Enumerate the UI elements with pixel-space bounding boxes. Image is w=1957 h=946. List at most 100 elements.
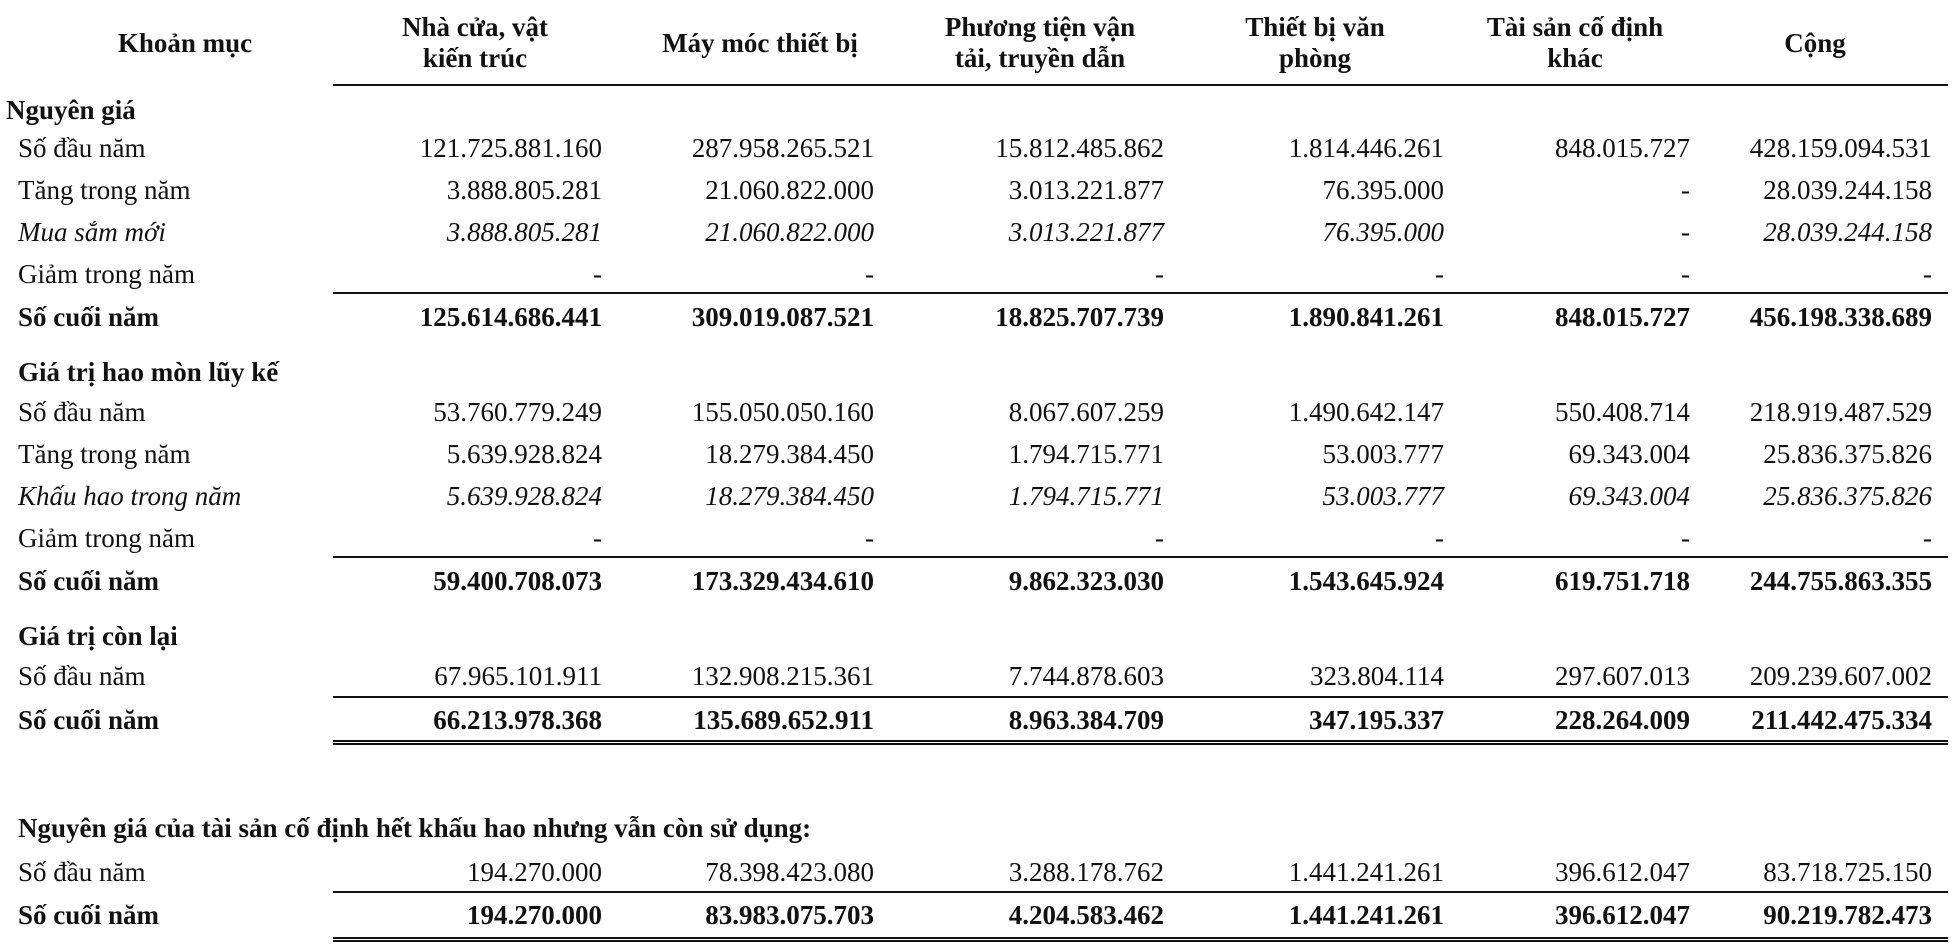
row-label: Tăng trong năm (18, 439, 191, 469)
table-row: Tăng trong năm 5.639.928.824 18.279.384.… (0, 434, 1957, 474)
cell-phuong-tien: 4.204.583.462 (1008, 900, 1164, 930)
cell-may-moc: 287.958.265.521 (691, 133, 874, 163)
table-row: Mua sắm mới 3.888.805.281 21.060.822.000… (0, 212, 1957, 252)
cell-thiet-bi-vp: 1.814.446.261 (1288, 133, 1444, 163)
cell-may-moc: 173.329.434.610 (691, 566, 874, 596)
section-title-nguyen-gia: Nguyên giá (0, 90, 1957, 130)
table-row: Số đầu năm 194.270.000 78.398.423.080 3.… (0, 852, 1957, 892)
cell-cong: 83.718.725.150 (1763, 857, 1932, 887)
cell-tscd-khac: 550.408.714 (1555, 397, 1690, 427)
cell-phuong-tien: 1.794.715.771 (1008, 439, 1164, 469)
cell-may-moc: 21.060.822.000 (705, 217, 874, 247)
table-row: Số đầu năm 67.965.101.911 132.908.215.36… (0, 656, 1957, 696)
section-title-hao-mon: Giá trị hao mòn lũy kế (0, 352, 1957, 392)
cell-nha-cua: - (593, 259, 602, 289)
row-label: Số cuối năm (18, 566, 160, 596)
header-phuong-tien-line1: Phương tiện vận (944, 12, 1136, 42)
cell-phuong-tien: 8.963.384.709 (1008, 705, 1164, 735)
header-thiet-bi-vp-line1: Thiết bị văn (1245, 12, 1385, 42)
row-label: Số cuối năm (18, 705, 160, 735)
cell-cong: 456.198.338.689 (1749, 302, 1932, 332)
row-rule (333, 696, 1948, 698)
double-rule (333, 740, 1948, 745)
section-title: Nguyên giá của tài sản cố định hết khấu … (18, 813, 812, 843)
header-tscd-khac-line1: Tài sản cố định (1486, 12, 1664, 42)
row-rule (333, 556, 1948, 558)
table-row-total: Số cuối năm 59.400.708.073 173.329.434.6… (0, 561, 1957, 601)
table-row: Giảm trong năm - - - - - - (0, 254, 1957, 294)
cell-may-moc: - (865, 259, 874, 289)
cell-cong: 28.039.244.158 (1763, 175, 1932, 205)
cell-nha-cua: 194.270.000 (467, 857, 602, 887)
cell-may-moc: 21.060.822.000 (705, 175, 874, 205)
row-label: Khấu hao trong năm (18, 481, 242, 511)
header-tscd-khac-line2: khác (1547, 43, 1603, 73)
table-row-total: Số cuối năm 125.614.686.441 309.019.087.… (0, 297, 1957, 337)
cell-thiet-bi-vp: 53.003.777 (1322, 481, 1445, 511)
cell-cong: 428.159.094.531 (1749, 133, 1932, 163)
table-row: Số đầu năm 121.725.881.160 287.958.265.5… (0, 128, 1957, 168)
cell-thiet-bi-vp: 1.441.241.261 (1288, 900, 1444, 930)
header-phuong-tien: Phương tiện vận tải, truyền dẫn (915, 0, 1165, 86)
cell-may-moc: 132.908.215.361 (691, 661, 874, 691)
cell-nha-cua: 121.725.881.160 (419, 133, 602, 163)
row-label: Số đầu năm (18, 133, 146, 163)
section-title-het-khau-hao: Nguyên giá của tài sản cố định hết khấu … (0, 808, 1957, 848)
section-title: Giá trị còn lại (18, 621, 178, 651)
cell-phuong-tien: 8.067.607.259 (1008, 397, 1164, 427)
section-title: Giá trị hao mòn lũy kế (18, 357, 279, 387)
cell-phuong-tien: 15.812.485.862 (995, 133, 1164, 163)
header-nha-cua-line2: kiến trúc (422, 43, 528, 73)
cell-thiet-bi-vp: 323.804.114 (1310, 661, 1444, 691)
section-title-con-lai: Giá trị còn lại (0, 616, 1957, 656)
row-label: Mua sắm mới (18, 217, 166, 247)
cell-may-moc: 155.050.050.160 (691, 397, 874, 427)
cell-phuong-tien: 9.862.323.030 (1008, 566, 1164, 596)
cell-tscd-khac: 848.015.727 (1555, 302, 1690, 332)
cell-thiet-bi-vp: 1.441.241.261 (1288, 857, 1444, 887)
cell-may-moc: 18.279.384.450 (705, 439, 874, 469)
table-row: Số đầu năm 53.760.779.249 155.050.050.16… (0, 392, 1957, 432)
header-cong-line1: Cộng (1784, 27, 1846, 58)
header-phuong-tien-line2: tải, truyền dẫn (954, 43, 1126, 73)
header-may-moc: Máy móc thiết bị (630, 0, 890, 86)
cell-nha-cua: 59.400.708.073 (433, 566, 602, 596)
row-label: Số cuối năm (18, 302, 160, 332)
cell-tscd-khac: 848.015.727 (1555, 133, 1690, 163)
cell-may-moc: 18.279.384.450 (705, 481, 874, 511)
cell-phuong-tien: 3.013.221.877 (1008, 175, 1164, 205)
cell-tscd-khac: - (1681, 217, 1690, 247)
row-label: Tăng trong năm (18, 175, 191, 205)
cell-tscd-khac: 69.343.004 (1568, 481, 1691, 511)
header-khoan-muc: Khoản mục (60, 0, 310, 86)
cell-nha-cua: 5.639.928.824 (446, 481, 602, 511)
table-row-total: Số cuối năm 194.270.000 83.983.075.703 4… (0, 895, 1957, 935)
cell-nha-cua: 67.965.101.911 (434, 661, 602, 691)
cell-cong: 211.442.475.334 (1751, 705, 1932, 735)
cell-phuong-tien: - (1155, 523, 1164, 553)
cell-nha-cua: 53.760.779.249 (433, 397, 602, 427)
row-label: Giảm trong năm (18, 523, 195, 553)
cell-cong: 244.755.863.355 (1749, 566, 1932, 596)
cell-phuong-tien: 7.744.878.603 (1008, 661, 1164, 691)
cell-cong: 90.219.782.473 (1763, 900, 1932, 930)
header-thiet-bi-vp: Thiết bị văn phòng (1205, 0, 1425, 86)
cell-thiet-bi-vp: 1.490.642.147 (1288, 397, 1444, 427)
header-rule (333, 84, 1948, 86)
header-nha-cua-line1: Nhà cửa, vật (402, 12, 548, 42)
cell-cong: 218.919.487.529 (1749, 397, 1932, 427)
cell-tscd-khac: 228.264.009 (1555, 705, 1690, 735)
cell-phuong-tien: 1.794.715.771 (1008, 481, 1164, 511)
cell-tscd-khac: 69.343.004 (1568, 439, 1691, 469)
cell-phuong-tien: - (1155, 259, 1164, 289)
cell-thiet-bi-vp: - (1435, 523, 1444, 553)
cell-tscd-khac: - (1681, 259, 1690, 289)
cell-may-moc: 309.019.087.521 (691, 302, 874, 332)
row-label: Giảm trong năm (18, 259, 195, 289)
table-row-total: Số cuối năm 66.213.978.368 135.689.652.9… (0, 700, 1957, 740)
header-may-moc-line1: Máy móc thiết bị (662, 27, 858, 58)
table-row: Khấu hao trong năm 5.639.928.824 18.279.… (0, 476, 1957, 516)
table-row: Tăng trong năm 3.888.805.281 21.060.822.… (0, 170, 1957, 210)
cell-phuong-tien: 3.288.178.762 (1008, 857, 1164, 887)
cell-nha-cua: 66.213.978.368 (433, 705, 602, 735)
